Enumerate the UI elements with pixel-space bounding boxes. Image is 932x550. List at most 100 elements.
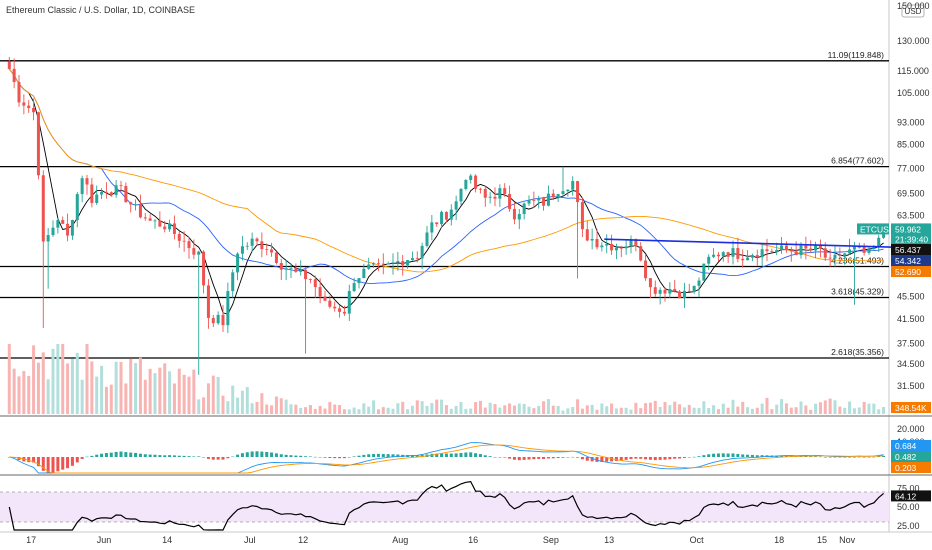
candle [357, 278, 361, 289]
volume-bar [818, 402, 822, 414]
volume-bar [381, 407, 385, 414]
rsi-tick-label: 75.00 [897, 483, 920, 493]
candle [595, 229, 599, 250]
volume-bar [678, 404, 682, 414]
ma-mid-line [8, 68, 884, 284]
macd-histogram-bar [435, 453, 439, 457]
currency-badge[interactable]: USD [901, 4, 925, 18]
volume-bar [877, 409, 881, 414]
price-tick-label: 63.500 [897, 210, 925, 220]
volume-bar [299, 408, 303, 414]
macd-histogram-bar [658, 457, 662, 460]
macd-histogram-bar [459, 452, 463, 457]
time-axis[interactable]: 17 Jun 14 Jul 12 Aug 16 Sep 13 Oct 18 Nov 15 [26, 535, 856, 545]
candle [333, 301, 337, 312]
candle [420, 242, 424, 270]
candle [498, 184, 502, 207]
macd-histogram-bar [236, 454, 240, 457]
macd-histogram-bar [818, 456, 822, 458]
candle [367, 257, 371, 270]
candle [206, 279, 210, 329]
macd-histogram-bar [333, 457, 337, 459]
macd-histogram-bar [804, 456, 808, 457]
macd-histogram-bar [580, 457, 584, 460]
macd-histogram-bar [138, 453, 142, 457]
candle [430, 215, 434, 241]
trendline-layer[interactable] [604, 238, 916, 249]
candle [556, 193, 560, 202]
macd-histogram-bar [595, 457, 599, 462]
volume-bar [692, 407, 696, 414]
candle [464, 179, 468, 191]
ma-tag: 52.690 [891, 266, 931, 277]
candle [590, 228, 594, 250]
macd-histogram-bar [56, 457, 60, 472]
macd-histogram-bar [410, 455, 414, 457]
candle [148, 214, 152, 222]
candle [576, 180, 580, 279]
volume-bar [848, 401, 852, 414]
candle [629, 235, 633, 254]
macd-histogram-bar [852, 456, 856, 458]
volume-bar [852, 408, 856, 414]
macd-histogram-bar [712, 453, 716, 457]
candle [236, 252, 240, 281]
candle [177, 231, 181, 248]
macd-histogram-bar [600, 457, 604, 462]
macd-histogram-bar [163, 455, 167, 457]
volume-bar [236, 397, 240, 414]
macd-histogram-bar [590, 457, 594, 462]
candle [216, 311, 220, 325]
volume-bar [590, 404, 594, 414]
candle [22, 94, 26, 115]
macd-histogram-bar [503, 457, 507, 458]
fib-level-label: 6.854(77.602) [831, 156, 884, 166]
candle [406, 259, 410, 269]
volume-bar [784, 403, 788, 414]
macd-histogram-bar [444, 453, 448, 457]
volume-bar [658, 406, 662, 414]
macd-histogram-bar [104, 453, 108, 457]
candle [483, 185, 487, 207]
volume-bar [304, 407, 308, 414]
volume-bar [673, 401, 677, 414]
macd-histogram-bar [440, 453, 444, 457]
macd-histogram-bar [265, 451, 269, 457]
volume-bar [750, 408, 754, 414]
macd-histogram-bar [66, 457, 70, 469]
volume-bar [746, 407, 750, 414]
macd-histogram-bar [673, 457, 677, 459]
candle [648, 278, 652, 299]
volume-bar [265, 404, 269, 414]
candle [746, 250, 750, 261]
volume-bar [517, 403, 521, 414]
macd-histogram-bar [493, 456, 497, 458]
candle [401, 254, 405, 276]
volume-bar [503, 405, 507, 414]
price-tick-label: 45.500 [897, 292, 925, 302]
volume-bar [648, 402, 652, 414]
candle [833, 245, 837, 267]
volume-bar [367, 406, 371, 414]
volume-bar [430, 403, 434, 414]
volume-bar [469, 408, 473, 414]
macd-histogram-bar [736, 453, 740, 457]
candle [644, 254, 648, 281]
volume-bar [600, 403, 604, 414]
macd-histogram-bar [260, 451, 264, 457]
volume-bar [741, 401, 745, 414]
macd-histogram-bar [882, 455, 886, 457]
volume-bar [333, 404, 337, 414]
candle [17, 75, 21, 107]
macd-histogram-bar [95, 454, 99, 457]
candle [410, 251, 414, 261]
macd-histogram-bar [542, 457, 546, 459]
candle [474, 174, 478, 193]
candle [750, 253, 754, 262]
candle [226, 282, 230, 334]
macd-histogram-bar [828, 457, 832, 458]
time-tick-label: Oct [690, 535, 705, 545]
volume-bar [109, 384, 113, 414]
resistance-trendline[interactable] [604, 238, 916, 249]
